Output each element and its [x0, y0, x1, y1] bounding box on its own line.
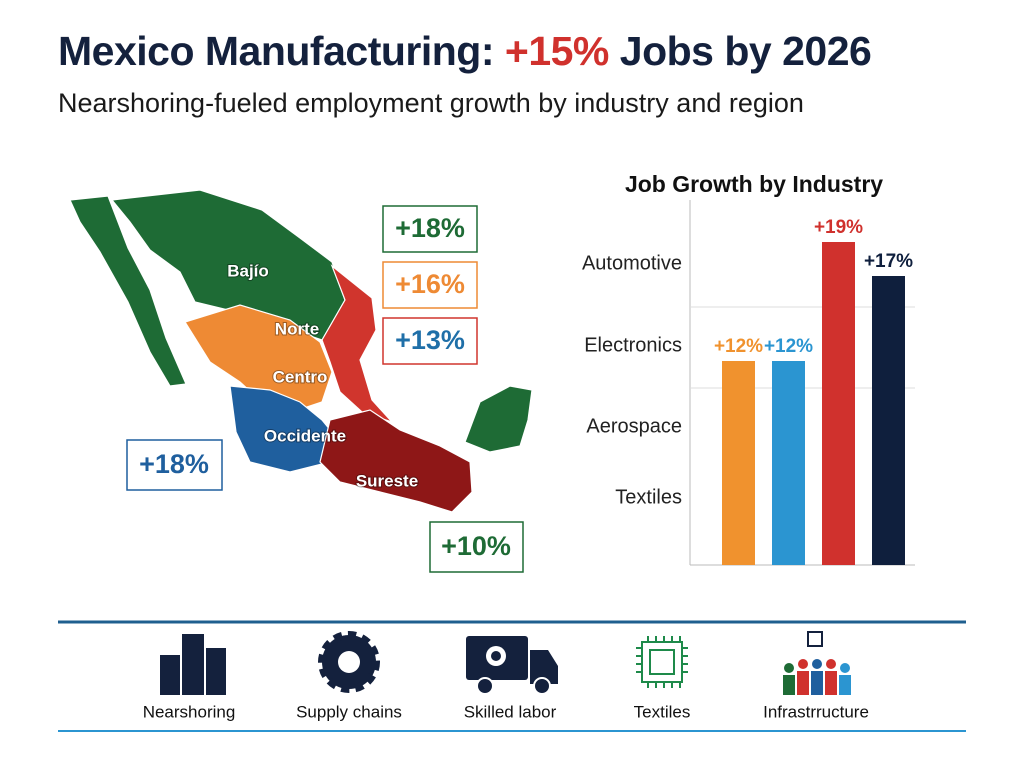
callout-box — [382, 261, 478, 309]
footer-label: Supply chains — [296, 702, 402, 721]
value-label: +19% — [814, 217, 863, 238]
icon-chip — [636, 636, 688, 688]
value-label: +17% — [864, 251, 913, 272]
footer-label: Skilled labor — [464, 702, 557, 721]
icon-people — [783, 631, 851, 695]
bar — [872, 276, 905, 565]
map-yucatan — [464, 385, 533, 453]
title-start: Mexico Manufacturing: — [58, 28, 505, 74]
icon-buildings — [160, 634, 226, 695]
callout: +10% — [441, 531, 511, 561]
footer-label: Infrastrructure — [763, 702, 869, 721]
footer-label: Nearshoring — [143, 702, 236, 721]
callout-box — [382, 205, 478, 253]
region-label: Sureste — [356, 471, 418, 490]
category-label: Electronics — [584, 334, 682, 356]
map-baja — [69, 195, 187, 387]
callout-box — [429, 521, 524, 573]
title-end: Jobs by 2026 — [608, 28, 872, 74]
title-highlight: +15% — [504, 28, 610, 74]
callout: +18% — [395, 213, 465, 243]
region-label: Norte — [275, 319, 319, 338]
bar — [722, 361, 755, 565]
callout-box — [382, 317, 478, 365]
icon-truck — [466, 636, 558, 695]
region-label: Centro — [273, 367, 328, 386]
icon-gear — [318, 631, 380, 693]
category-label: Automotive — [582, 252, 682, 274]
chart-title: Job Growth by Industry — [625, 171, 883, 197]
footer-label: Textiles — [634, 702, 691, 721]
callout: +18% — [139, 449, 209, 479]
bar — [772, 361, 805, 565]
callout-box — [126, 439, 223, 491]
region-label: Occidente — [264, 426, 346, 445]
value-label: +12% — [764, 336, 813, 357]
category-label: Textiles — [615, 486, 682, 508]
map — [69, 189, 533, 513]
value-label: +12% — [714, 336, 763, 357]
callout: +16% — [395, 269, 465, 299]
map-center — [184, 304, 333, 413]
callout: +13% — [395, 325, 465, 355]
map-southeast — [319, 409, 473, 513]
region-label: Bajío — [227, 261, 269, 280]
title: Mexico Manufacturing: +15% Jobs by 2026 — [58, 28, 872, 75]
bar-chart: Automotive Electronics Aerospace Textiles +1… — [582, 200, 915, 566]
category-label: Aerospace — [586, 415, 682, 437]
subtitle: Nearshoring-fueled employment growth by … — [58, 88, 804, 118]
bar — [822, 242, 855, 565]
